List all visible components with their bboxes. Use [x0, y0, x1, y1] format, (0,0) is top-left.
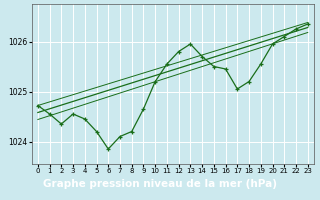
Text: Graphe pression niveau de la mer (hPa): Graphe pression niveau de la mer (hPa) — [43, 179, 277, 189]
